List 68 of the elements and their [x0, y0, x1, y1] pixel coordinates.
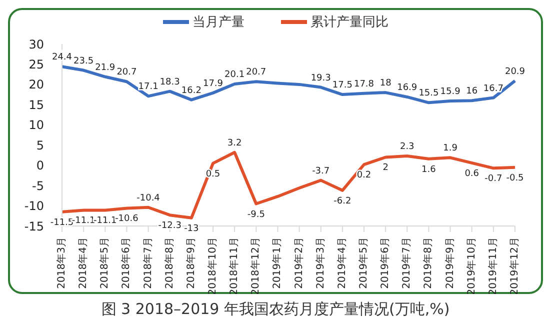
data-label: 1.6 — [422, 164, 436, 175]
data-label: 16.9 — [397, 82, 418, 93]
data-label: 24.4 — [52, 52, 72, 63]
x-tick-label: 2018年3月 — [56, 237, 68, 289]
data-label: -0.5 — [506, 173, 524, 184]
data-label: 17.8 — [354, 79, 374, 90]
data-label: -11.1 — [93, 216, 117, 226]
x-tick-label: 2019年7月 — [400, 237, 413, 289]
x-tick-label: 2019年5月 — [358, 237, 370, 289]
data-label: 20.7 — [246, 68, 266, 78]
y-tick-label: 15 — [28, 98, 44, 112]
data-label: -10.6 — [115, 214, 139, 224]
data-label: 21.9 — [95, 62, 116, 73]
y-tick-label: -5 — [32, 178, 44, 193]
x-tick-label: 2019年1月 — [271, 237, 284, 289]
data-label: 20.7 — [116, 68, 137, 78]
x-tick-label: 2019年4月 — [336, 237, 348, 289]
data-label: 18.3 — [160, 77, 180, 88]
data-label: 16.2 — [181, 86, 202, 96]
data-label: -10.4 — [136, 193, 160, 204]
legend-label: 累计产量同比 — [310, 14, 388, 31]
data-label: 16.7 — [483, 84, 504, 94]
x-tick-label: 2019年9月 — [444, 237, 456, 289]
legend-label: 当月产量 — [192, 14, 244, 31]
data-label: 3.2 — [227, 138, 242, 148]
data-label: 17.1 — [138, 82, 158, 92]
x-tick-label: 2019年3月 — [314, 237, 326, 289]
data-label: -11.1 — [72, 216, 96, 226]
data-label: 17.5 — [332, 80, 352, 91]
data-label: -12.3 — [158, 221, 182, 232]
x-tick-label: 2018年5月 — [98, 237, 111, 289]
data-label: 15.9 — [440, 87, 461, 98]
data-label: -9.5 — [247, 210, 265, 220]
data-label: 16 — [466, 86, 478, 97]
x-tick-label: 2018年6月 — [120, 237, 132, 289]
text: 图 3 2018–2019 年我国农药月度产量情况(万吨,%) — [100, 300, 451, 319]
y-tick-label: 0 — [36, 158, 44, 173]
x-tick-label: 2018年7月 — [142, 237, 154, 289]
x-tick-label: 2018年9月 — [184, 237, 197, 289]
data-label: 20.1 — [224, 70, 245, 80]
data-label: 20.9 — [504, 66, 526, 77]
data-label: -3.7 — [312, 166, 330, 176]
x-tick-label: 2019年8月 — [422, 237, 434, 289]
data-label: 0.6 — [464, 168, 480, 179]
x-tick-label: 2018年4月 — [77, 237, 90, 289]
data-label: 17.9 — [202, 78, 224, 89]
data-label: 2 — [382, 163, 388, 174]
x-tick-label: 2018年8月 — [163, 237, 176, 289]
y-tick-label: 20 — [28, 78, 44, 92]
y-tick-label: -15 — [24, 219, 44, 234]
data-label: 2.3 — [400, 142, 414, 152]
data-label: -6.2 — [334, 196, 352, 206]
data-label: 19.3 — [310, 73, 331, 84]
data-label: 18 — [380, 78, 392, 89]
data-label: 23.5 — [74, 56, 94, 66]
x-tick-label: 2019年6月 — [379, 237, 392, 289]
x-tick-label: 2019年2月 — [292, 237, 305, 289]
y-tick-label: 10 — [28, 118, 44, 132]
data-label: -0.7 — [484, 174, 502, 184]
y-tick-label: 25 — [28, 57, 44, 72]
data-label: 1.9 — [443, 144, 458, 154]
y-tick-label: 30 — [28, 37, 44, 52]
y-tick-label: 5 — [36, 138, 44, 152]
data-label: 15.5 — [418, 88, 439, 99]
data-label: 0.2 — [356, 170, 372, 181]
data-label: -13 — [184, 224, 199, 234]
data-label: -11.5 — [50, 218, 74, 228]
y-tick-label: -10 — [24, 199, 44, 214]
